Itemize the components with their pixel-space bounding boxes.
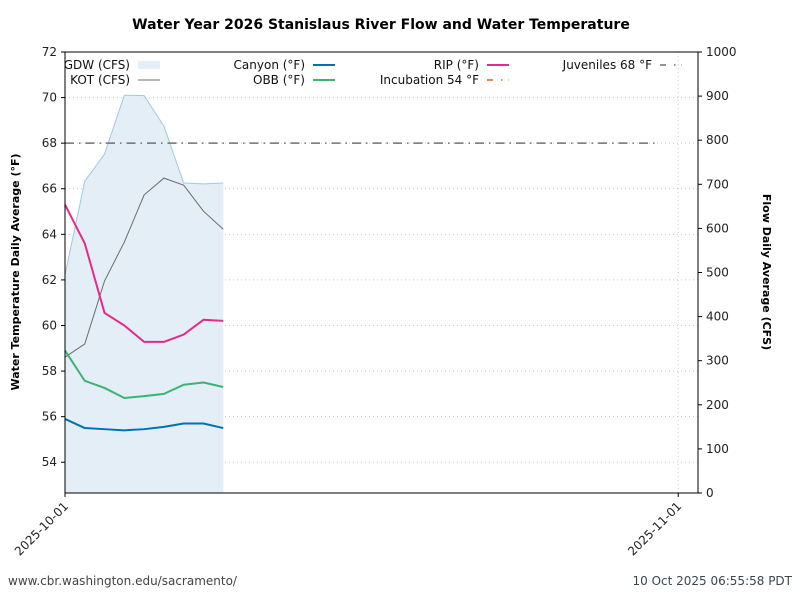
- temperature-series-layer: [64, 204, 224, 432]
- legend-label-canyon-f: Canyon (°F): [234, 58, 305, 72]
- y2-tick-label: 0: [706, 486, 714, 500]
- y2-tick-label: 700: [706, 177, 729, 191]
- y2-tick-label: 800: [706, 133, 729, 147]
- left-axis-label: Water Temperature Daily Average (°F): [9, 153, 22, 390]
- y-tick-label: 72: [42, 45, 57, 59]
- legend-label-rip-f: RIP (°F): [434, 58, 479, 72]
- chart-title: Water Year 2026 Stanislaus River Flow an…: [132, 17, 630, 33]
- legend: GDW (CFS)KOT (CFS) Canyon (°F)OBB (°F) RIP…: [64, 58, 682, 87]
- x-tick-label: 2025-10-01: [12, 499, 71, 558]
- legend-label-juveniles-68-f: Juveniles 68 °F: [562, 58, 652, 72]
- left-axis-ticks: 54 56 58 60 62 64 66 68 70 72: [42, 45, 65, 469]
- legend-label-kot-cfs: KOT (CFS): [70, 73, 130, 87]
- y-tick-label: 64: [42, 227, 57, 241]
- y2-tick-label: 1000: [706, 45, 737, 59]
- right-axis-label: Flow Daily Average (CFS): [760, 194, 773, 350]
- right-axis-ticks: 0 100 200 300 400 500 600 700 800 900 1000: [698, 45, 737, 500]
- x-axis-ticks: 2025-10-01 2025-11-01: [12, 493, 684, 558]
- legend-label-incubation-54-f: Incubation 54 °F: [380, 73, 479, 87]
- y2-tick-label: 500: [706, 266, 729, 280]
- legend-label-obb-f: OBB (°F): [253, 73, 305, 87]
- source-url: www.cbr.washington.edu/sacramento/: [8, 574, 237, 588]
- generated-timestamp: 10 Oct 2025 06:55:58 PDT: [632, 574, 792, 588]
- y-tick-label: 66: [42, 182, 57, 196]
- y2-tick-label: 100: [706, 442, 729, 456]
- gdw-cfs-area: [65, 95, 224, 493]
- legend-swatch-gdw-cfs: [138, 61, 160, 69]
- y2-tick-label: 600: [706, 221, 729, 235]
- y2-tick-label: 900: [706, 89, 729, 103]
- y2-tick-label: 400: [706, 310, 729, 324]
- y-tick-label: 62: [42, 273, 57, 287]
- y-tick-label: 56: [42, 410, 57, 424]
- legend-label-gdw-cfs: GDW (CFS): [64, 58, 130, 72]
- x-tick-label: 2025-11-01: [625, 499, 684, 558]
- y-tick-label: 70: [42, 91, 57, 105]
- flow-series-layer: [64, 94, 224, 493]
- y-tick-label: 54: [42, 455, 57, 469]
- y-tick-label: 58: [42, 364, 57, 378]
- y-tick-label: 68: [42, 136, 57, 150]
- y2-tick-label: 300: [706, 354, 729, 368]
- y-tick-label: 60: [42, 318, 57, 332]
- y2-tick-label: 200: [706, 398, 729, 412]
